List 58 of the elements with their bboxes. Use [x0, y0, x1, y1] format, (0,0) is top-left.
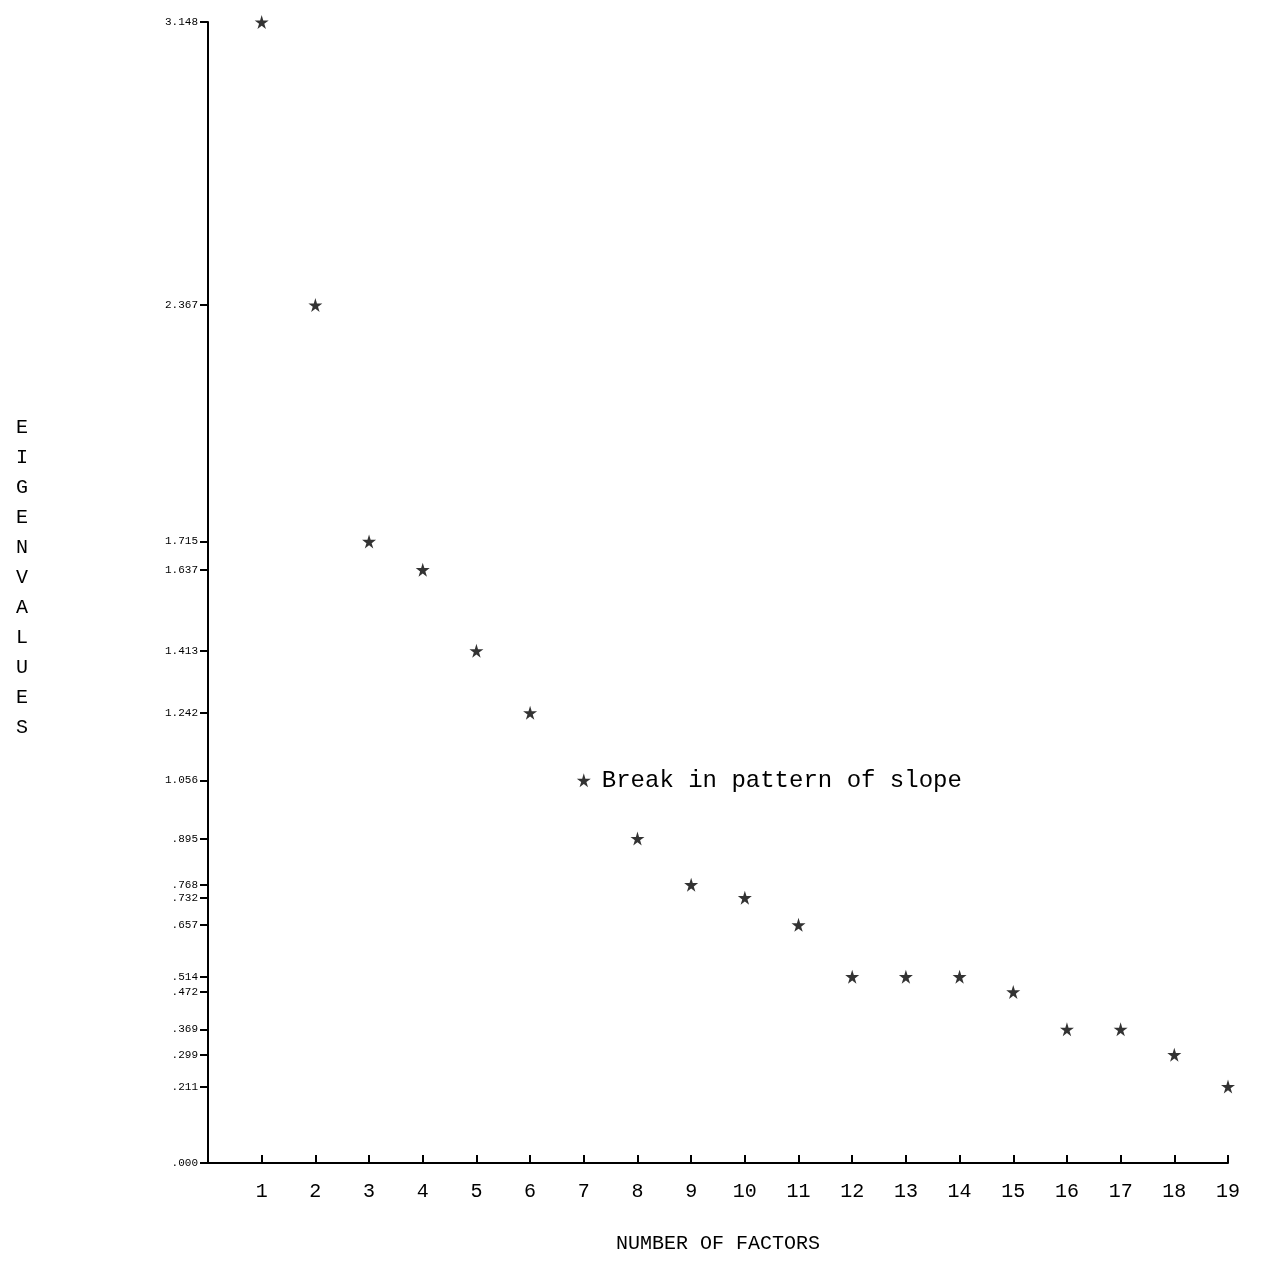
y-tick-label: 1.715	[164, 535, 198, 548]
x-tick-label: 10	[732, 1179, 757, 1203]
point	[1167, 1047, 1182, 1062]
x-tick-label: 18	[1162, 1179, 1187, 1203]
x-tick-label: 2	[309, 1179, 322, 1203]
x-tick-label: 13	[893, 1179, 918, 1203]
point	[684, 877, 699, 892]
y-tick-label: .514	[171, 970, 199, 983]
point	[254, 15, 269, 29]
x-tick-label: 1	[255, 1179, 268, 1203]
y-tick-label: .657	[171, 918, 198, 931]
point	[1006, 984, 1021, 999]
x-tick-label: 16	[1054, 1179, 1079, 1203]
point	[1059, 1022, 1074, 1037]
x-axis-title: NUMBER OF FACTORS	[615, 1231, 821, 1255]
y-tick-label: .299	[171, 1048, 198, 1061]
x-tick-label: 3	[363, 1179, 376, 1203]
point	[791, 917, 806, 932]
point	[952, 969, 967, 984]
text: EIGENVALUES	[16, 416, 29, 739]
x-tick-label: 5	[470, 1179, 483, 1203]
point	[415, 562, 430, 577]
y-tick-label: .211	[171, 1080, 199, 1093]
x-tick-label: 6	[524, 1179, 537, 1203]
point	[845, 969, 860, 984]
y-tick-label: 1.637	[164, 563, 198, 576]
x-tick-label: 4	[416, 1179, 429, 1203]
x-tick-label: 17	[1108, 1179, 1133, 1203]
y-tick-label: .895	[171, 832, 198, 845]
y-tick-label: 1.413	[164, 644, 198, 657]
x-tick-label: 8	[631, 1179, 644, 1203]
y-tick-label: 1.056	[164, 774, 198, 787]
y-tick-label: 3.148	[164, 16, 198, 28]
y-tick-label: .732	[171, 891, 198, 904]
point	[1113, 1022, 1128, 1037]
point	[576, 773, 591, 788]
x-tick-label: 15	[1001, 1179, 1026, 1203]
point	[362, 534, 377, 549]
point	[308, 298, 323, 313]
y-tick-label: 2.367	[164, 299, 198, 312]
x-tick-label: 14	[947, 1179, 972, 1203]
x-tick-label: 9	[685, 1179, 698, 1203]
y-tick-label: .369	[171, 1023, 198, 1036]
point	[469, 643, 484, 658]
y-tick-label: 1.242	[164, 706, 198, 719]
x-tick-label: 19	[1215, 1179, 1241, 1203]
point	[898, 969, 913, 984]
point	[630, 831, 645, 846]
point	[737, 890, 752, 905]
x-tick-label: 7	[577, 1179, 590, 1203]
annotation: Break in pattern of slope	[601, 766, 962, 794]
x-tick-label: 12	[840, 1179, 865, 1203]
y-tick-label: .472	[171, 985, 198, 998]
y-tick-label: .768	[171, 878, 198, 891]
point	[1221, 1079, 1235, 1094]
x-tick-label: 11	[786, 1179, 811, 1203]
point	[523, 705, 538, 720]
y-tick-label: .000	[171, 1157, 198, 1169]
